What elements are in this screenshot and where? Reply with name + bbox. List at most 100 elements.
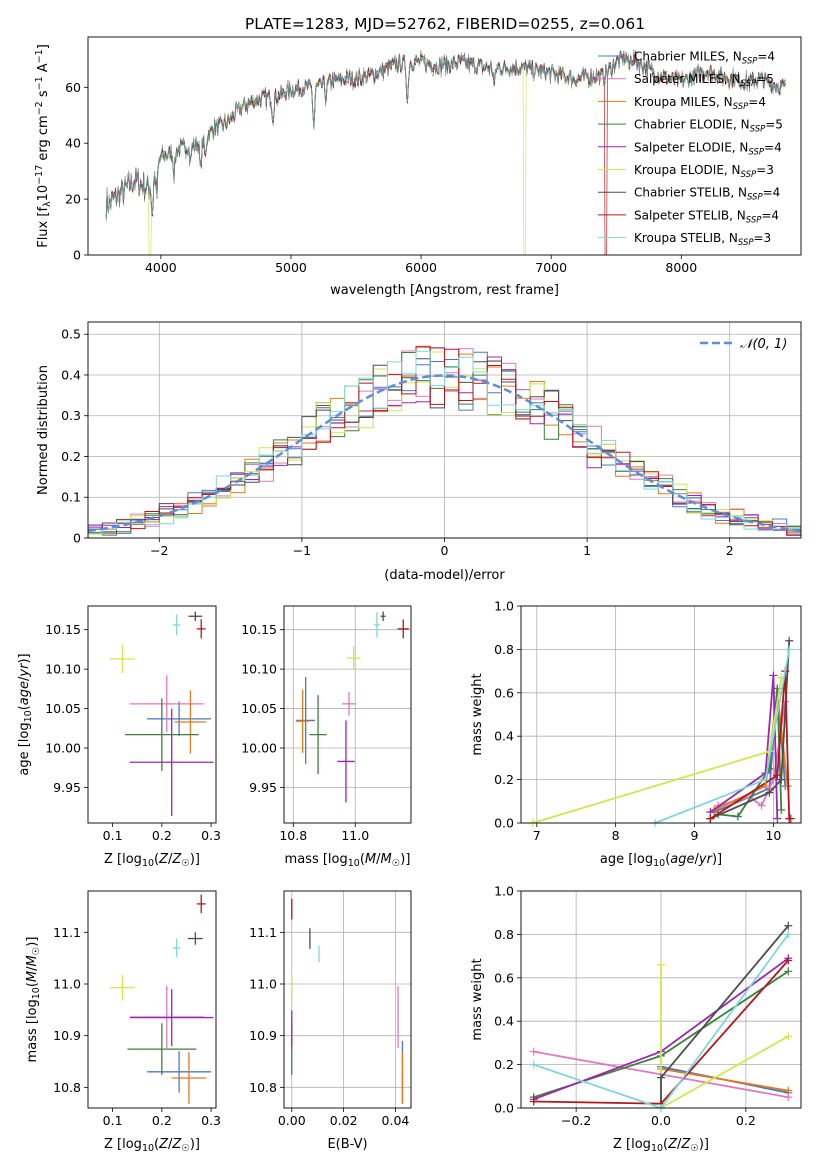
axes-frame xyxy=(87,321,802,539)
x-tick-label: 8000 xyxy=(665,260,697,275)
y-tick-label: 0.4 xyxy=(61,367,81,382)
x-axis-label: E(B-V) xyxy=(327,1137,367,1152)
y-tick-label: 1.0 xyxy=(494,884,514,899)
y-tick-label: 10.15 xyxy=(45,622,81,637)
y-tick-label: 0.5 xyxy=(61,327,81,342)
legend-n-value: =3 xyxy=(754,231,772,245)
axes-frame xyxy=(283,605,412,824)
x-tick-label: 0.2 xyxy=(152,1113,172,1128)
point-chabrier_elodie xyxy=(291,1048,293,1050)
x-axis-label: age [log10(age/yr)] xyxy=(600,852,722,869)
mass-vs-metallicity-panel: 0.1 0.2 0.3 10.8 10.9 11.0 11.1 Z [log10(Z/Z☉)]… xyxy=(25,890,221,1154)
x-axis-label: Z [log10(Z/Z☉)] xyxy=(104,1137,200,1154)
weight-marker-kroupa_stelib xyxy=(784,930,793,939)
y-tick-label: 0 xyxy=(73,248,81,263)
weight-marker-kroupa_elodie xyxy=(784,1032,793,1041)
y-tick-label: 0.0 xyxy=(494,1101,514,1116)
spectrum-data-line xyxy=(105,49,786,223)
axes-frame xyxy=(283,890,412,1109)
mass-weight-vs-metallicity-panel: −0.2 0.0 0.2 0.0 0.2 0.4 0.6 0.8 1.0 Z [log10(Z/Z… xyxy=(470,884,802,1154)
legend-n-value: =4 xyxy=(748,95,766,109)
y-tick-label: 60 xyxy=(65,80,81,95)
weight-line-kroupa_elodie xyxy=(532,677,783,823)
residual-histogram-panel: −2 −1 0 1 2 0 0.1 0.2 0.3 0.4 0.5 𝒩(0, 1) (data-mode… xyxy=(36,321,802,583)
legend-n-value: =4 xyxy=(764,140,782,154)
legend-n-value: =5 xyxy=(756,72,774,86)
y-tick-label: 0.6 xyxy=(494,970,514,985)
legend-label-kroupa_stelib: Kroupa STELIB, NSSP=3 xyxy=(634,231,771,248)
axes-frame xyxy=(520,605,802,824)
weight-marker-salpeter_elodie xyxy=(773,814,782,823)
y-tick-label: 0.0 xyxy=(494,816,514,831)
legend-n-value: =5 xyxy=(765,118,783,132)
point-kroupa_elodie xyxy=(291,987,293,989)
y-tick-label: 0.6 xyxy=(494,685,514,700)
figure-title: PLATE=1283, MJD=52762, FIBERID=0255, z=0… xyxy=(245,15,645,33)
x-tick-label: 8 xyxy=(612,828,620,843)
point-kroupa_stelib xyxy=(318,953,320,955)
x-axis-label: (data-model)/error xyxy=(384,568,505,583)
legend-subscript: SSP xyxy=(747,193,763,203)
weight-line-salpeter_elodie xyxy=(709,675,779,819)
y-axis-label: age [log10(age/yr)] xyxy=(17,653,34,775)
weight-marker-chabrier_stelib xyxy=(785,636,794,645)
y-tick-label: 0.3 xyxy=(61,408,81,423)
mass-vs-extinction-panel: 0.00 0.02 0.04 10.8 10.9 11.0 11.1 E(B-V) xyxy=(249,890,412,1152)
weight-marker-salpeter_stelib xyxy=(529,1097,538,1106)
y-tick-label: 10.9 xyxy=(53,1028,81,1043)
weight-marker-salpeter_stelib xyxy=(786,814,795,823)
x-axis-label: Z [log10(Z/Z☉)] xyxy=(104,852,200,869)
weight-line-kroupa_stelib xyxy=(533,933,790,1108)
x-tick-label: 0.2 xyxy=(736,1113,756,1128)
legend-label-salpeter_elodie: Salpeter ELODIE, NSSP=4 xyxy=(634,140,782,157)
y-tick-label: 0.4 xyxy=(494,729,514,744)
axes-frame xyxy=(520,890,802,1109)
x-tick-label: 0.3 xyxy=(201,1113,221,1128)
x-tick-label: 0.1 xyxy=(103,828,123,843)
weight-marker-kroupa_elodie xyxy=(657,960,665,969)
x-tick-label: −1 xyxy=(293,543,311,558)
y-tick-label: 0.2 xyxy=(494,772,514,787)
x-tick-label: 4000 xyxy=(145,260,177,275)
x-axis-label: wavelength [Angstrom, rest frame] xyxy=(330,283,559,298)
point-salpeter_stelib xyxy=(291,908,293,910)
y-axis-label: Normed distribution xyxy=(36,365,51,495)
weight-marker-salpeter_miles xyxy=(529,1047,538,1056)
x-tick-label: 10 xyxy=(765,828,781,843)
x-tick-label: 6000 xyxy=(405,260,437,275)
legend-label-chabrier_stelib: Chabrier STELIB, NSSP=4 xyxy=(634,186,780,203)
legend-subscript: SSP xyxy=(733,102,749,112)
y-tick-label: 10.8 xyxy=(249,1080,277,1095)
x-tick-label: 9 xyxy=(691,828,699,843)
x-tick-label: 1 xyxy=(583,543,591,558)
weight-line-chabrier_elodie xyxy=(718,688,783,818)
y-tick-label: 0.8 xyxy=(494,927,514,942)
weight-marker-chabrier_stelib xyxy=(784,921,793,930)
point-salpeter_elodie xyxy=(291,1027,293,1030)
x-axis-label: mass [log10(M/M☉)] xyxy=(285,852,411,869)
x-tick-label: 0.04 xyxy=(382,1113,410,1128)
y-tick-label: 20 xyxy=(65,192,81,207)
x-tick-label: 10.8 xyxy=(279,828,307,843)
axes-frame xyxy=(87,605,217,824)
legend-subscript: SSP xyxy=(742,57,758,67)
x-tick-label: 0.00 xyxy=(278,1113,306,1128)
y-tick-label: 11.0 xyxy=(53,977,81,992)
legend-subscript: SSP xyxy=(746,215,762,225)
y-tick-label: 10.10 xyxy=(241,662,277,677)
x-tick-label: 0.2 xyxy=(152,828,172,843)
y-tick-label: 0.1 xyxy=(61,490,81,505)
y-tick-label: 9.95 xyxy=(53,780,81,795)
legend-label-normal: 𝒩(0, 1) xyxy=(740,337,787,352)
legend-label-salpeter_miles: Salpeter MILES, NSSP=5 xyxy=(634,72,774,89)
weight-marker-kroupa_stelib xyxy=(529,1060,538,1069)
y-tick-label: 0.4 xyxy=(494,1014,514,1029)
y-tick-label: 10.15 xyxy=(241,622,277,637)
y-tick-label: 1.0 xyxy=(494,599,514,614)
x-tick-label: 2 xyxy=(726,543,734,558)
x-tick-label: 0.0 xyxy=(651,1113,671,1128)
y-tick-label: 40 xyxy=(65,136,81,151)
x-tick-label: −2 xyxy=(150,543,168,558)
x-axis-label: Z [log10(Z/Z☉)] xyxy=(613,1137,709,1154)
spectrum-panel: 4000 5000 6000 7000 8000 0 20 40 60 wavelength [A… xyxy=(34,36,802,298)
